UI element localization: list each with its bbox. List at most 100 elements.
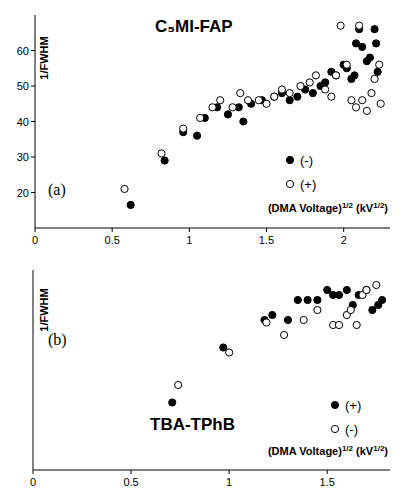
- plot-area: [169, 281, 386, 406]
- y-tick: [31, 192, 35, 193]
- y-tick: [31, 157, 35, 158]
- y-tick-label: 60: [17, 45, 29, 57]
- point: [240, 118, 247, 125]
- point: [306, 79, 313, 86]
- point: [304, 296, 311, 303]
- point: [366, 54, 373, 61]
- legend-marker: [331, 425, 338, 432]
- point: [351, 72, 358, 79]
- point: [324, 286, 331, 293]
- point: [376, 61, 383, 68]
- point: [161, 157, 168, 164]
- y-tick-label: 20: [17, 187, 29, 199]
- point: [369, 306, 376, 313]
- point: [322, 79, 329, 86]
- point: [263, 319, 270, 326]
- x-tick-label: 0.5: [123, 476, 138, 488]
- point: [337, 22, 344, 29]
- point: [343, 61, 350, 68]
- figure: 00.511.522030405060C₅MI-FAP(a)1/FWHM(DMA…: [0, 0, 400, 500]
- x-tick-label: 0.5: [105, 234, 120, 246]
- x-tick: [229, 470, 230, 474]
- point: [353, 321, 360, 328]
- y-tick-label: 40: [17, 116, 29, 128]
- point: [356, 22, 363, 29]
- point: [193, 132, 200, 139]
- y-tick: [31, 121, 35, 122]
- point: [244, 97, 251, 104]
- point: [335, 291, 342, 298]
- x-tick: [327, 470, 328, 474]
- x-tick-label: 0: [32, 234, 38, 246]
- point: [379, 296, 386, 303]
- x-axis: [35, 228, 390, 229]
- legend-marker: [286, 180, 293, 187]
- point: [363, 286, 370, 293]
- point: [377, 100, 384, 107]
- plot-area: [121, 22, 384, 208]
- point: [322, 86, 329, 93]
- point: [309, 90, 316, 97]
- x-axis: [33, 470, 390, 471]
- point: [284, 316, 291, 323]
- point: [269, 311, 276, 318]
- point: [374, 68, 381, 75]
- point: [237, 90, 244, 97]
- y-tick: [31, 86, 35, 87]
- point: [127, 201, 134, 208]
- y-tick-label: 50: [17, 80, 29, 92]
- point: [359, 97, 366, 104]
- point: [121, 185, 128, 192]
- panel-label: (a): [48, 181, 66, 199]
- point: [169, 399, 176, 406]
- x-label: (DMA Voltage)1/2 (kV1/2): [268, 201, 388, 215]
- point: [371, 26, 378, 33]
- x-tick: [33, 470, 34, 474]
- x-tick: [35, 228, 36, 232]
- x-tick: [343, 228, 344, 232]
- title: TBA-TPhB: [150, 415, 235, 434]
- legend-label: (+): [345, 398, 361, 413]
- point: [226, 349, 233, 356]
- point: [314, 296, 321, 303]
- legend-marker: [286, 156, 293, 163]
- point: [359, 43, 366, 50]
- panel-1: 00.511.5TBA-TPhB(b)1/FWHM(DMA Voltage)1/…: [30, 270, 390, 488]
- point: [347, 306, 354, 313]
- point: [278, 86, 285, 93]
- panel-0: 00.511.522030405060C₅MI-FAP(a)1/FWHM(DMA…: [17, 15, 390, 246]
- point: [332, 72, 339, 79]
- point: [263, 100, 270, 107]
- point: [180, 125, 187, 132]
- point: [368, 90, 375, 97]
- point: [363, 286, 370, 293]
- point: [343, 286, 350, 293]
- x-tick-label: 1: [226, 476, 232, 488]
- point: [217, 97, 224, 104]
- point: [197, 114, 204, 121]
- x-tick: [266, 228, 267, 232]
- point: [294, 93, 301, 100]
- point: [280, 331, 287, 338]
- point: [286, 97, 293, 104]
- x-tick: [112, 228, 113, 232]
- point: [300, 316, 307, 323]
- point: [371, 75, 378, 82]
- x-tick: [189, 228, 190, 232]
- x-tick: [131, 470, 132, 474]
- x-label: (DMA Voltage)1/2 (kV1/2): [268, 444, 388, 458]
- point: [314, 306, 321, 313]
- point: [229, 104, 236, 111]
- legend-label: (-): [300, 153, 313, 168]
- y-tick-label: 30: [17, 151, 29, 163]
- point: [255, 97, 262, 104]
- y-axis: [33, 270, 34, 470]
- x-tick-label: 0: [30, 476, 36, 488]
- x-tick-label: 1: [186, 234, 192, 246]
- x-tick-label: 1.5: [320, 476, 335, 488]
- legend-label: (+): [300, 177, 316, 192]
- point: [373, 40, 380, 47]
- point: [312, 72, 319, 79]
- legend-marker: [331, 401, 338, 408]
- point: [363, 107, 370, 114]
